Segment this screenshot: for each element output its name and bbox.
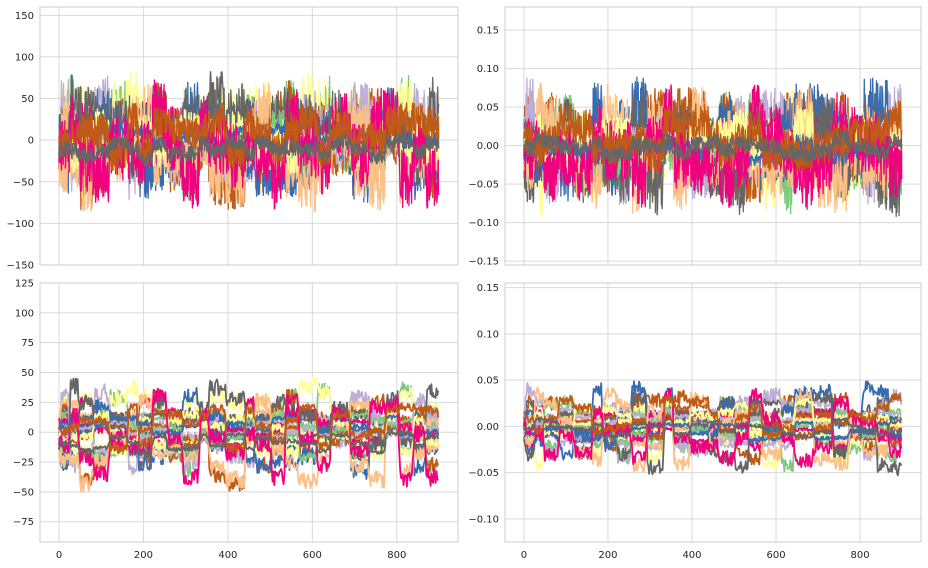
y-tick-label: 0.10 xyxy=(477,64,499,75)
series-group xyxy=(523,76,903,218)
series-line xyxy=(58,429,440,456)
y-tick-label: −0.10 xyxy=(468,514,499,525)
x-tick-label: 400 xyxy=(218,550,237,561)
y-tick-label: 0.05 xyxy=(477,376,499,387)
series-line xyxy=(58,132,440,165)
series-line xyxy=(58,398,440,455)
y-tick-label: 25 xyxy=(21,398,34,409)
series-group xyxy=(58,376,440,493)
axes-frame xyxy=(504,6,922,266)
series-line xyxy=(58,387,439,488)
series-line xyxy=(58,410,440,464)
series-line xyxy=(523,409,903,458)
x-tick-label: 0 xyxy=(521,550,527,561)
y-tick-label: −0.10 xyxy=(468,218,499,229)
x-tick-label: 600 xyxy=(766,550,785,561)
y-tick-label: −75 xyxy=(13,517,34,528)
x-tick-label: 600 xyxy=(303,550,322,561)
x-tick-label: 0 xyxy=(56,550,62,561)
y-tick-label: −50 xyxy=(13,177,34,188)
subplot-top-left: −150 −100 −50 0 50 100 150 xyxy=(7,6,459,272)
y-tick-label: 0.15 xyxy=(477,26,499,37)
axes-frame xyxy=(504,282,922,543)
series-line xyxy=(58,402,440,455)
y-tick-label: 125 xyxy=(15,279,34,290)
y-tick-label: 50 xyxy=(21,94,34,105)
y-tick-label: 0 xyxy=(28,428,34,439)
y-tick-label: −0.05 xyxy=(468,180,499,191)
x-tick-label: 400 xyxy=(682,550,701,561)
y-tick-label: −50 xyxy=(13,487,34,498)
series-line xyxy=(523,393,902,441)
y-tick-label: −0.05 xyxy=(468,468,499,479)
y-tick-label: 100 xyxy=(15,308,34,319)
y-tick-label: −100 xyxy=(7,219,34,230)
y-tick-label: −0.15 xyxy=(468,257,499,268)
y-tick-label: 0.00 xyxy=(477,422,499,433)
y-tick-label: 0.10 xyxy=(477,329,499,340)
y-tick-label: 50 xyxy=(21,368,34,379)
y-tick-label: −150 xyxy=(7,261,34,272)
y-tick-label: 0.05 xyxy=(477,103,499,114)
y-tick-label: 0.15 xyxy=(477,283,499,294)
y-tick-label: 75 xyxy=(21,338,34,349)
subplot-bottom-left: −75 −50 −25 0 25 50 75 100 125 0 200 400 600 800 xyxy=(13,279,459,561)
series-group xyxy=(58,71,440,213)
x-tick-label: 200 xyxy=(598,550,617,561)
y-tick-label: −25 xyxy=(13,458,34,469)
series-line xyxy=(523,130,903,164)
x-tick-label: 200 xyxy=(134,550,153,561)
axes-frame xyxy=(39,6,459,266)
y-tick-label: 0.00 xyxy=(477,141,499,152)
y-tick-label: 150 xyxy=(15,11,34,22)
series-line xyxy=(523,420,903,443)
subplot-bottom-right: −0.10 −0.05 0.00 0.05 0.10 0.15 0 200 400 600 800 xyxy=(468,282,922,561)
y-tick-label: 0 xyxy=(28,136,34,147)
y-tick-label: 100 xyxy=(15,52,34,63)
subplot-top-right: −0.15 −0.10 −0.05 0.00 0.05 0.10 0.15 xyxy=(468,6,922,268)
series-group xyxy=(523,380,903,477)
series-line xyxy=(523,417,902,440)
x-tick-label: 800 xyxy=(387,550,406,561)
series-line xyxy=(523,387,903,468)
series-line xyxy=(523,100,903,174)
axes-frame xyxy=(39,282,459,543)
x-tick-label: 800 xyxy=(851,550,870,561)
